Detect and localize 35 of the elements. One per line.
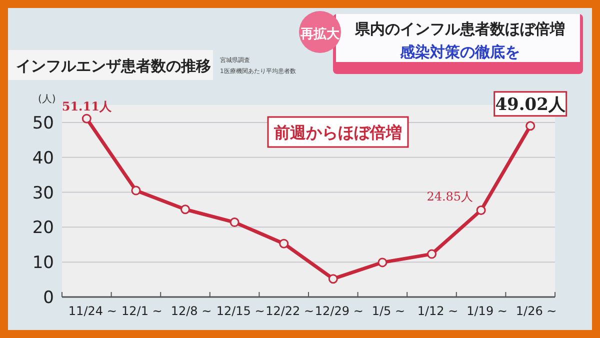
y-tick-label: 20 [32, 218, 54, 238]
x-tick-label: 12/15 ~ [216, 304, 265, 318]
chart-title: インフルエンザ患者数の推移 [16, 57, 211, 75]
point [526, 121, 536, 131]
x-tick-label: 12/1 ~ [122, 304, 162, 318]
y-axis-title: (人) [38, 94, 56, 105]
y-tick-label: 30 [32, 183, 54, 204]
text: 再拡大 [300, 26, 340, 42]
x-tick-label: 1/26 ~ [516, 304, 557, 318]
x-tick-label: 1/12 ~ [417, 304, 458, 318]
x-tick-label: 12/8 ~ [170, 304, 212, 318]
text: 感染対策の徹底を [399, 43, 520, 61]
point [476, 206, 486, 215]
data-label: 24.85人 [426, 189, 474, 204]
x-tick-label: 1/19 ~ [466, 304, 508, 318]
point [378, 258, 388, 268]
point [131, 186, 141, 196]
y-tick-label: 10 [32, 253, 54, 274]
point [180, 204, 190, 214]
x-tick-label: 12/29 ~ [314, 304, 364, 318]
y-tick-label: 50 [32, 113, 54, 134]
x-tick-label: 12/22 ~ [266, 304, 314, 318]
data-label: 49.02人 [495, 94, 566, 115]
text: 県内のインフル患者数ほぼ倍増 [354, 20, 565, 38]
annotation: 前週からほぼ倍増 [273, 123, 402, 142]
point [328, 274, 338, 284]
y-tick-label: 40 [32, 148, 54, 168]
y-tick-label: 0 [43, 288, 54, 308]
point [82, 114, 92, 124]
data-label: 51.11人 [62, 100, 112, 114]
x-tick-label: 11/24 ~ [68, 304, 117, 318]
point [279, 238, 289, 248]
point [230, 218, 240, 228]
point [427, 249, 436, 259]
x-tick-label: 1/5 ~ [372, 304, 406, 318]
